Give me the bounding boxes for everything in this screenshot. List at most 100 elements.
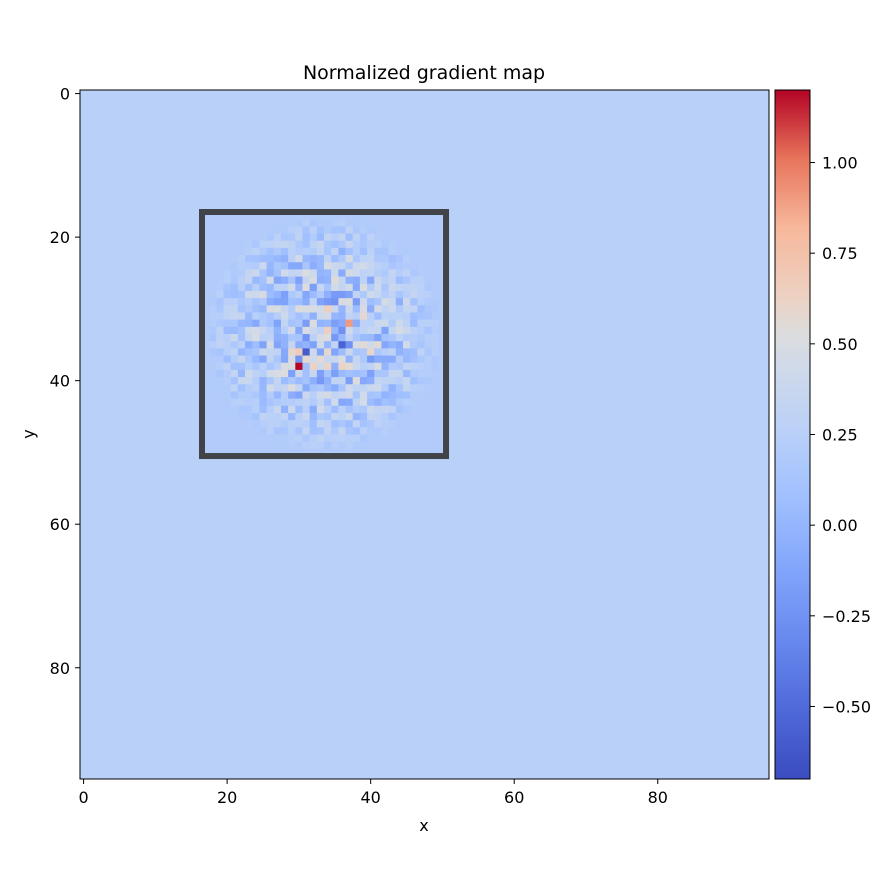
chart-title: Normalized gradient map	[303, 62, 545, 84]
heatmap-cell	[230, 405, 239, 414]
heatmap-cell	[359, 319, 368, 328]
heatmap-cell	[273, 212, 282, 220]
heatmap-cell	[438, 398, 447, 407]
heatmap-cell	[252, 405, 260, 414]
heatmap-cell	[295, 226, 303, 234]
heatmap-cell	[259, 391, 267, 399]
heatmap-cell	[223, 233, 232, 242]
heatmap-cell	[216, 398, 224, 407]
heatmap-cell	[367, 319, 375, 328]
heatmap-cell	[237, 441, 246, 450]
heatmap-cell	[202, 384, 210, 392]
heatmap-cell	[280, 283, 289, 292]
heatmap-cell	[338, 362, 346, 371]
heatmap-cell	[424, 283, 432, 292]
heatmap-cell	[374, 341, 382, 349]
heatmap-cell	[438, 405, 447, 414]
heatmap-cell	[259, 326, 267, 335]
heatmap-cell	[237, 276, 246, 285]
heatmap-cell	[352, 441, 361, 450]
heatmap-cell	[381, 312, 389, 320]
heatmap-cell	[273, 384, 282, 392]
heatmap-cell	[410, 341, 418, 349]
heatmap-cell	[395, 341, 404, 349]
heatmap-cell	[259, 412, 267, 421]
heatmap-cell	[259, 240, 267, 249]
heatmap-cell	[252, 305, 260, 313]
y-axis-label: y	[19, 429, 38, 438]
heatmap-cell	[223, 212, 232, 220]
heatmap-cell	[216, 391, 224, 399]
heatmap-cell	[381, 326, 389, 335]
heatmap-cell	[395, 377, 404, 385]
heatmap-cell	[367, 247, 375, 256]
heatmap-cell	[438, 312, 447, 320]
heatmap-cell	[381, 212, 389, 220]
heatmap-cell	[338, 391, 346, 399]
heatmap-cell	[388, 448, 397, 457]
heatmap-cell	[316, 369, 325, 378]
heatmap-cell	[388, 233, 397, 242]
heatmap-cell	[395, 319, 404, 328]
heatmap-cell	[352, 362, 361, 371]
heatmap-cell	[266, 262, 275, 270]
heatmap-cell	[288, 420, 296, 428]
heatmap-cell	[216, 441, 224, 450]
heatmap-cell	[359, 434, 368, 442]
heatmap-cell	[295, 247, 303, 256]
heatmap-cell	[252, 290, 260, 299]
heatmap-cell	[245, 319, 253, 328]
heatmap-cell	[324, 255, 332, 263]
heatmap-cell	[374, 269, 382, 277]
heatmap-cell	[345, 369, 354, 378]
heatmap-cell	[302, 448, 310, 457]
heatmap-cell	[309, 341, 318, 349]
heatmap-cell	[381, 233, 389, 242]
heatmap-cell	[402, 283, 411, 292]
heatmap-cell	[395, 398, 404, 407]
heatmap-cell	[402, 226, 411, 234]
heatmap-cell	[309, 290, 318, 299]
heatmap-cell	[359, 369, 368, 378]
heatmap-cell	[259, 312, 267, 320]
heatmap-cell	[367, 384, 375, 392]
heatmap-cell	[417, 362, 425, 371]
heatmap-cell	[402, 219, 411, 227]
heatmap-cell	[374, 369, 382, 378]
heatmap-cell	[438, 341, 447, 349]
heatmap-cell	[295, 326, 303, 335]
heatmap-cell	[266, 319, 275, 328]
heatmap-cell	[424, 255, 432, 263]
heatmap-cell	[209, 247, 217, 256]
heatmap-cell	[417, 305, 425, 313]
heatmap-cell	[316, 312, 325, 320]
heatmap-cell	[202, 283, 210, 292]
heatmap-cell	[266, 362, 275, 371]
heatmap-cell	[438, 412, 447, 421]
heatmap-cell	[230, 377, 239, 385]
heatmap-cell	[223, 290, 232, 299]
heatmap-cell	[209, 334, 217, 342]
heatmap-cell	[352, 240, 361, 249]
heatmap-cell	[273, 262, 282, 270]
heatmap-cell	[345, 326, 354, 335]
heatmap-cell	[316, 326, 325, 335]
heatmap-cell	[266, 348, 275, 356]
heatmap-cell	[424, 290, 432, 299]
heatmap-cell	[410, 312, 418, 320]
heatmap-cell	[388, 355, 397, 364]
heatmap-cell	[237, 369, 246, 378]
heatmap-cell	[359, 341, 368, 349]
heatmap-cell	[280, 377, 289, 385]
heatmap-cell	[202, 247, 210, 256]
heatmap-cell	[259, 212, 267, 220]
heatmap-cell	[438, 255, 447, 263]
heatmap-cell	[352, 341, 361, 349]
heatmap-cell	[259, 290, 267, 299]
heatmap-cell	[331, 305, 339, 313]
heatmap-cell	[316, 427, 325, 435]
heatmap-cell	[309, 355, 318, 364]
heatmap-cell	[424, 319, 432, 328]
heatmap-cell	[338, 219, 346, 227]
heatmap-cell	[331, 283, 339, 292]
